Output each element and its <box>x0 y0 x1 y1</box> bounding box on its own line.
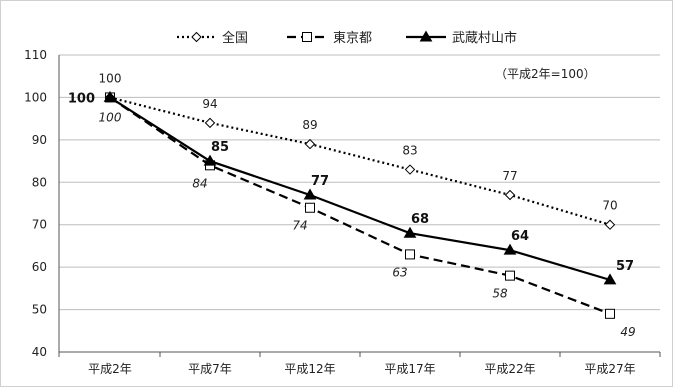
data-label: 100 <box>99 71 122 85</box>
legend-marker-0 <box>191 31 202 43</box>
series-line-2 <box>109 96 611 281</box>
data-label: 49 <box>620 325 635 339</box>
data-labels: 100 94 89 83 77 70 100 84 74 63 58 49 100 85 77 68 64 57 <box>68 71 636 338</box>
data-label: 94 <box>202 97 217 111</box>
x-tick-label: 平成17年 <box>384 362 435 376</box>
axes: 40 50 60 70 80 90 100 110 平成2年 平成7年 平成12年 平成17年 平成22… <box>24 48 661 376</box>
data-label: 84 <box>192 176 207 190</box>
y-tick-label: 50 <box>32 303 47 317</box>
base-year-note: （平成2年=100） <box>495 67 596 81</box>
data-point <box>103 90 117 102</box>
data-label: 100 <box>68 91 95 106</box>
data-label: 64 <box>511 229 529 244</box>
y-tick-label: 40 <box>32 345 47 359</box>
legend: 全国 東京都 武蔵村山市 <box>177 30 517 46</box>
data-label: 100 <box>99 110 122 124</box>
x-tick-label: 平成2年 <box>88 362 132 376</box>
data-label: 57 <box>616 259 634 274</box>
x-tick-label: 平成22年 <box>484 362 535 376</box>
data-point <box>603 273 617 285</box>
legend-label-2: 武蔵村山市 <box>452 30 517 46</box>
series-layer <box>103 90 617 319</box>
series-line-0 <box>109 96 611 226</box>
y-tick-label: 100 <box>24 90 47 104</box>
data-point <box>504 189 516 201</box>
legend-label-1: 東京都 <box>333 30 372 46</box>
x-tick-label: 平成12年 <box>284 362 335 376</box>
data-label: 70 <box>602 199 617 213</box>
data-point <box>405 249 415 260</box>
y-tick-label: 110 <box>24 48 47 62</box>
legend-marker-2 <box>419 30 433 42</box>
data-point <box>404 164 416 175</box>
data-label: 77 <box>311 174 329 189</box>
y-tick-label: 80 <box>32 175 47 189</box>
data-label: 74 <box>292 219 307 233</box>
data-label: 83 <box>402 144 417 158</box>
series-line-1 <box>109 96 611 315</box>
data-point <box>305 202 315 213</box>
data-point <box>204 117 216 129</box>
data-label: 58 <box>492 287 508 301</box>
x-tick-label: 平成7年 <box>188 362 232 376</box>
data-point <box>505 270 515 281</box>
data-label: 63 <box>392 265 407 279</box>
data-label: 85 <box>211 140 229 155</box>
data-point <box>403 226 417 238</box>
data-point <box>503 243 517 255</box>
gridlines <box>59 54 660 311</box>
y-tick-label: 70 <box>32 218 47 232</box>
data-point <box>304 138 316 150</box>
data-label: 89 <box>302 118 317 132</box>
data-label: 77 <box>502 169 517 183</box>
data-label: 68 <box>411 212 429 227</box>
data-point <box>605 308 615 319</box>
y-tick-label: 90 <box>32 133 47 147</box>
data-point <box>604 219 616 230</box>
data-point <box>203 154 217 166</box>
legend-label-0: 全国 <box>222 30 248 46</box>
x-tick-label: 平成27年 <box>584 362 635 376</box>
data-point <box>303 188 317 200</box>
legend-marker-1 <box>302 32 312 42</box>
y-tick-label: 60 <box>32 260 47 274</box>
